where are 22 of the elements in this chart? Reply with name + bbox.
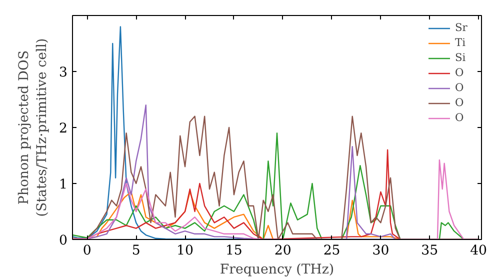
x-tick-label: 35 — [421, 244, 438, 258]
legend-label: Sr — [455, 21, 468, 34]
x-tick-label: 15 — [225, 244, 242, 258]
y-tick-label: 3 — [59, 66, 68, 80]
legend-label: Si — [455, 51, 467, 64]
y-tick-label: 2 — [59, 122, 68, 136]
x-tick-label: 0 — [82, 244, 92, 258]
y-tick-label: 0 — [59, 234, 68, 248]
legend-label: Ti — [455, 36, 467, 49]
x-tick-label: 40 — [470, 244, 488, 258]
legend-label: O — [455, 111, 465, 124]
y-axis-title: Phonon projected DOS (States/THz·primitive cell) — [17, 38, 50, 217]
x-tick-label: 10 — [176, 244, 194, 258]
legend-label: O — [455, 81, 465, 94]
legend-label: O — [455, 66, 465, 79]
legend-label: O — [455, 96, 465, 109]
x-axis-title: Frequency (THz) — [220, 262, 334, 278]
x-tick-label: 5 — [132, 244, 140, 258]
x-tick-label: 20 — [274, 244, 292, 258]
x-tick-label: 30 — [372, 244, 390, 258]
x-tick-label: 25 — [323, 244, 340, 258]
y-tick-label: 1 — [59, 178, 68, 192]
